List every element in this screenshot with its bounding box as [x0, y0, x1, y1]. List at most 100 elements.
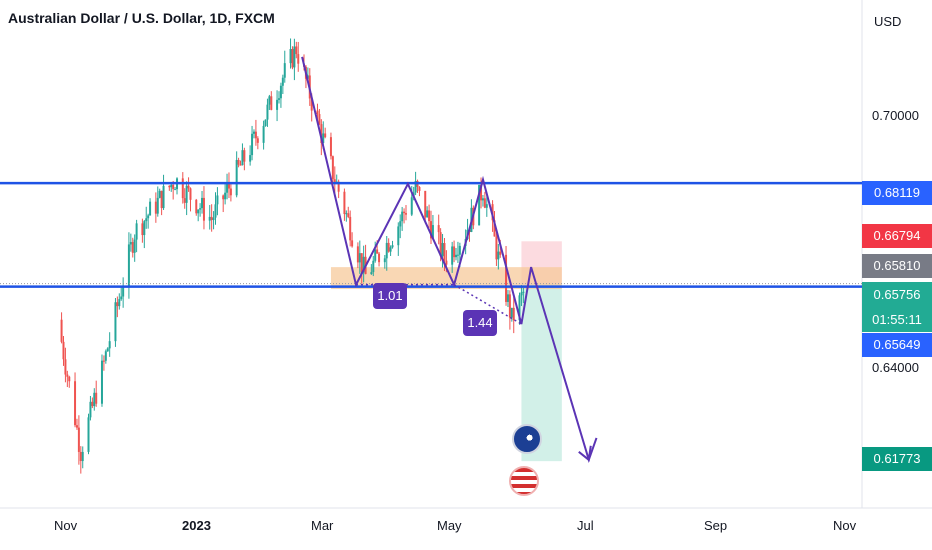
candle-body: [522, 291, 525, 293]
candle-body: [75, 425, 78, 428]
candle-body: [360, 253, 363, 273]
candle-body: [100, 360, 103, 404]
candle-body: [399, 221, 402, 227]
candle-body: [351, 240, 354, 247]
candle-body: [376, 249, 379, 254]
candle-body: [172, 184, 175, 190]
candle-body: [187, 185, 190, 189]
candle-body: [235, 159, 238, 196]
candle-body: [337, 181, 340, 192]
candle-body: [358, 253, 361, 263]
candle-body: [214, 204, 217, 218]
candle-body: [135, 223, 138, 240]
candle-body: [127, 244, 130, 288]
candle-body: [385, 242, 388, 259]
candle-body: [456, 254, 459, 256]
candle-body: [154, 201, 157, 214]
candle-body: [485, 204, 488, 208]
projection-arrow-head: [578, 445, 592, 462]
candle-body: [79, 451, 82, 462]
candle-body: [276, 99, 279, 110]
candle-body: [243, 150, 246, 162]
candle-body: [401, 211, 404, 222]
candle-body: [481, 198, 484, 201]
candle-body: [404, 213, 407, 215]
current-price-value: 0.65756: [873, 287, 921, 302]
candle-body: [208, 216, 211, 221]
candle-body: [226, 184, 229, 193]
candle-body: [324, 133, 327, 138]
us-flag-icon[interactable]: [509, 466, 539, 496]
current-price-tag: 0.65756 01:55:11: [862, 282, 932, 332]
candle-body: [199, 208, 202, 210]
candle-body: [493, 220, 496, 237]
candle-body: [331, 156, 334, 180]
candle-body: [216, 195, 219, 205]
candle-body: [505, 254, 508, 302]
candle-body: [295, 46, 298, 55]
candle-body: [453, 246, 456, 258]
candle-body: [414, 180, 417, 193]
chart-title: Australian Dollar / U.S. Dollar, 1D, FXC…: [8, 10, 275, 26]
candle-body: [443, 243, 446, 261]
candle-body: [262, 125, 265, 143]
candle-body: [181, 178, 184, 199]
candle-body: [506, 294, 509, 302]
candle-body: [349, 216, 352, 241]
candle-body: [174, 189, 177, 191]
candle-body: [224, 192, 227, 200]
candle-body: [293, 46, 296, 68]
candle-body: [291, 49, 294, 68]
au-flag-icon[interactable]: [512, 424, 542, 454]
candle-body: [143, 221, 146, 236]
candle-body: [202, 197, 205, 221]
y-tick-label: 0.64000: [872, 360, 919, 375]
candle-body: [145, 218, 148, 222]
candle-body: [116, 302, 119, 307]
candle-body: [118, 299, 121, 307]
candle-body: [168, 185, 171, 188]
candle-body: [68, 376, 71, 382]
candle-body: [512, 307, 515, 321]
candle-body: [430, 221, 432, 239]
candle-body: [391, 245, 394, 248]
x-tick-label: Jul: [577, 518, 594, 533]
candle-body: [149, 201, 152, 216]
candle-body: [131, 242, 134, 253]
candle-body: [252, 131, 255, 134]
x-tick-label: Nov: [54, 518, 78, 533]
stop-target-price-tag: 0.61773: [862, 447, 932, 471]
candle-body: [87, 417, 90, 452]
candle-body: [289, 49, 292, 64]
candle-body: [362, 256, 365, 273]
candle-body: [264, 119, 267, 126]
candle-body: [283, 63, 286, 78]
candle-body: [508, 294, 511, 318]
candle-body: [212, 217, 215, 221]
candle-body: [520, 292, 523, 296]
candle-body: [158, 190, 161, 198]
candle-body: [62, 341, 65, 360]
pattern-ratio-badge: 1.01: [373, 283, 407, 309]
candle-body: [189, 188, 192, 200]
candle-body: [397, 226, 400, 246]
candle-body: [445, 260, 448, 265]
candle-body: [426, 210, 429, 218]
candle-body: [480, 184, 483, 201]
candle-body: [251, 133, 254, 156]
candle-body: [510, 307, 513, 318]
x-tick-label: Sep: [704, 518, 728, 533]
candle-body: [133, 239, 136, 253]
candle-body: [277, 98, 280, 100]
candle-body: [424, 190, 427, 218]
candle-body: [237, 159, 240, 165]
candle-body: [318, 114, 321, 125]
candle-body: [266, 104, 269, 120]
candle-body: [81, 451, 84, 462]
candle-countdown: 01:55:11: [872, 312, 922, 327]
pattern-ratio-badge: 1.44: [463, 310, 497, 336]
candle-body: [455, 254, 458, 258]
entry-price-tag: 0.65810: [862, 254, 932, 278]
